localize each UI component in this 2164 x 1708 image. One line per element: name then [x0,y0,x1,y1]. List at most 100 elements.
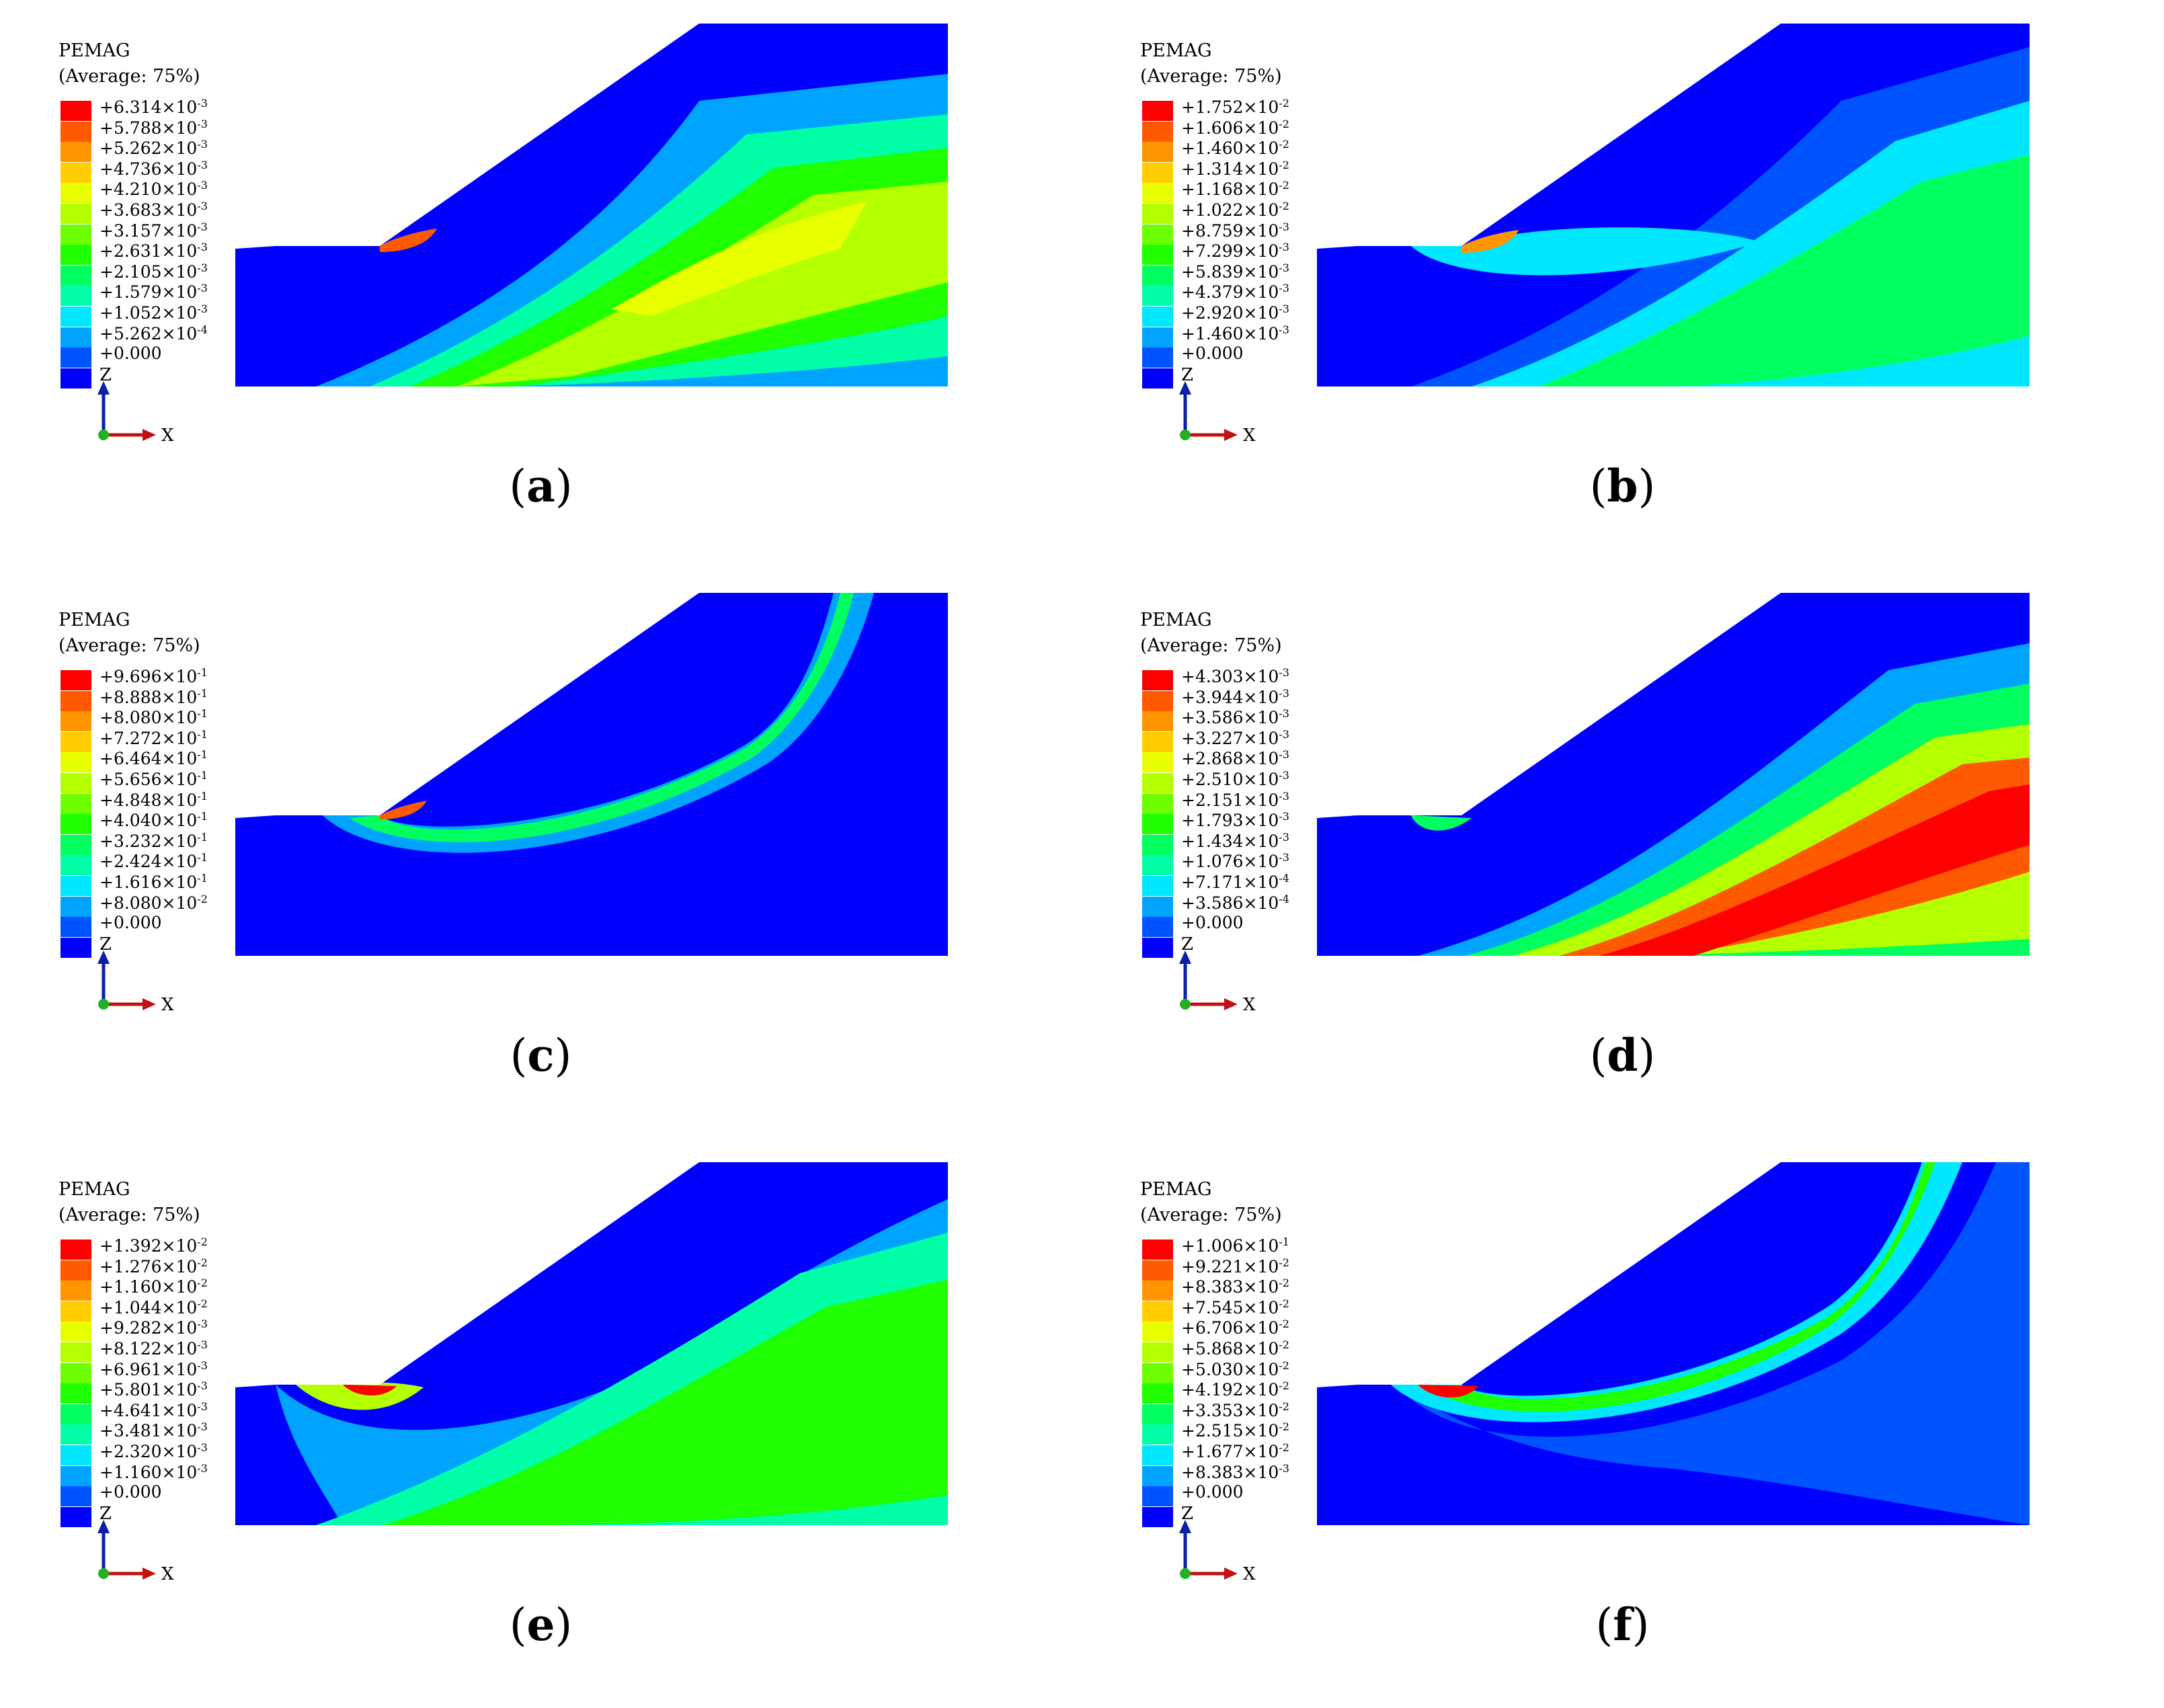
contour-panel: PEMAG (Average: 75%) +1.752×10-2 +1.606×10-… [1082,0,2163,569]
z-axis-arrow-head [1179,1520,1191,1533]
legend-value-exponent: -3 [197,97,208,110]
legend-value-sign: + [1181,811,1195,831]
legend-color-swatch [1142,224,1173,245]
legend-value-label: +4.210×10-3 [99,180,208,198]
z-axis-arrow-head [97,1520,110,1533]
legend-color-swatch [1142,265,1173,286]
legend-value-base: 10 [175,200,198,220]
legend-value-exponent: -1 [197,769,208,782]
legend-color-swatch [61,1424,91,1445]
legend-color-swatch [61,245,91,266]
y-axis-origin-dot [98,1568,109,1579]
legend-value-mantissa: 4.379 [1195,282,1244,302]
legend-value-base: 10 [175,852,198,872]
legend-value-sign: + [99,97,114,117]
legend-value-base: 10 [175,667,198,686]
legend-value-base: 10 [175,1318,198,1338]
legend-value-times: × [161,852,176,872]
legend-color-swatch [61,265,91,286]
legend-color-swatch [61,917,91,938]
z-axis-label: Z [1181,1504,1194,1524]
z-axis-arrow-head [1179,381,1191,395]
legend-value-label: +1.392×10-2 [99,1235,208,1255]
legend-value-label: +9.282×10-3 [99,1317,208,1338]
x-axis-arrow-head [1224,1568,1238,1580]
legend-color-swatch [61,752,91,773]
legend-value-label: +2.320×10-3 [99,1441,208,1461]
legend-value-times: × [1243,1339,1258,1358]
legend-value-base: 10 [1257,1380,1279,1400]
legend-value-sign: + [99,138,114,159]
legend-value-exponent: -3 [197,1317,208,1331]
legend-value-exponent: -2 [1279,97,1289,110]
legend-value-exponent: -2 [1279,179,1289,192]
legend-value-base: 10 [1257,241,1279,261]
legend-value-label: +1.460×10-3 [1181,324,1289,342]
slope-contour-graphic [1317,24,2030,387]
legend-value-mantissa: 1.044 [113,1297,162,1317]
legend-averaging-note: (Average: 75%) [1140,66,1282,87]
legend-color-swatch [61,937,91,958]
legend-value-base: 10 [1257,811,1279,831]
legend-color-swatch [1142,204,1173,224]
x-axis-arrow-head [143,429,156,441]
legend-averaging-note: (Average: 75%) [58,66,200,87]
legend-color-swatch [1142,1506,1173,1527]
legend-value-exponent: -2 [197,1235,208,1248]
legend-value-times: × [1243,1277,1258,1297]
strain-contour-band [343,1385,397,1396]
legend-value-base: 10 [1257,1256,1279,1276]
legend-color-swatch [1142,1404,1173,1424]
legend-value-label: +2.105×10-3 [99,262,208,280]
legend-value-label: +2.151×10-3 [1181,790,1289,809]
legend-value-exponent: -1 [197,727,208,741]
legend-value-exponent: -2 [1279,1338,1289,1351]
legend-value-times: × [1243,687,1258,707]
legend-value-mantissa: 2.515 [1195,1421,1244,1441]
x-axis-label: X [1243,425,1256,446]
legend-value-times: × [161,811,176,831]
legend-value-exponent: -3 [197,1420,208,1434]
legend-value-mantissa: 1.160 [113,1462,162,1482]
legend-value-exponent: -3 [197,1441,208,1454]
legend-color-swatch [61,896,91,917]
legend-value-exponent: -2 [1279,1276,1289,1290]
legend-value-exponent: -2 [1279,117,1289,130]
strain-contour-band [1418,1385,1478,1398]
legend-value-label: +3.232×10-1 [99,831,208,850]
panel-caption-letter: f [1613,1598,1632,1651]
legend-value-label: +7.299×10-3 [1181,241,1289,261]
legend-value-sign: + [99,893,114,913]
legend-color-swatch [61,1280,91,1301]
legend-color-swatch [1142,917,1173,938]
z-axis-arrow-head [97,950,110,964]
legend-value-sign: + [99,323,114,343]
x-axis-arrow-head [1224,429,1238,441]
contour-panel: PEMAG (Average: 75%) +1.392×10-2 +1.276×10-… [0,1139,1082,1708]
legend-color-swatch [1142,1321,1173,1342]
legend-value-times: × [161,1297,176,1317]
legend-value-mantissa: 2.424 [113,852,162,872]
legend-value-exponent: -3 [1279,686,1289,700]
legend-value-exponent: -2 [1279,1317,1289,1331]
legend-value-times: × [161,220,176,241]
legend-color-swatch [1142,162,1173,183]
panel-caption-letter: b [1607,460,1638,512]
legend-color-swatch [1142,670,1173,690]
legend-value-base: 10 [175,1256,198,1276]
legend-value-label: +0.000 [1181,914,1244,931]
legend-color-swatch [61,327,91,348]
axis-triad-graphic [1179,381,1238,441]
legend-value-sign: + [1181,913,1195,933]
legend-color-swatch [1142,142,1173,163]
legend-value-times: × [1243,1318,1258,1338]
legend-value-label: +5.262×10-3 [99,139,208,157]
x-axis-arrow-head [143,1568,156,1580]
legend-value-sign: + [1181,1297,1195,1317]
legend-value-exponent: -3 [197,117,208,130]
legend-value-mantissa: 3.481 [113,1421,162,1441]
legend-value-exponent: -1 [197,666,208,679]
legend-color-swatch [61,1506,91,1527]
